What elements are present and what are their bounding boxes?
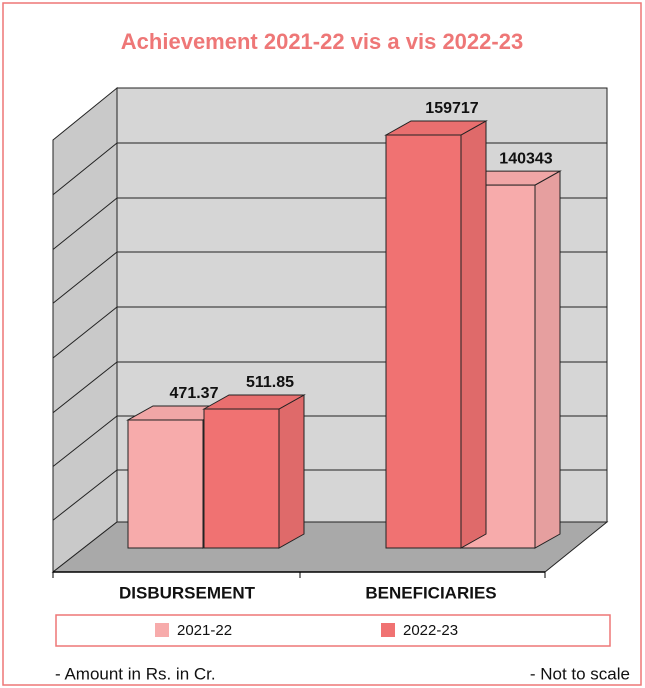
grid-line [52, 142, 118, 196]
grid-line [52, 469, 118, 521]
x-tick-label: DISBURSEMENT [119, 583, 256, 602]
footnote: - Amount in Rs. in Cr. [55, 664, 216, 683]
x-tick-label: BENEFICIARIES [365, 583, 496, 602]
legend-swatch [381, 623, 395, 637]
grid-line [52, 361, 118, 414]
chart-title: Achievement 2021-22 vis a vis 2022-23 [121, 29, 523, 54]
legend-label: 2021-22 [177, 622, 232, 639]
grid-line [52, 251, 118, 304]
bar-front [385, 134, 462, 549]
bar [202, 394, 306, 549]
legend [55, 614, 611, 647]
bar-side [460, 120, 487, 549]
data-label: 471.37 [170, 385, 219, 402]
footnote: - Not to scale [530, 664, 630, 683]
bar-side [534, 170, 561, 549]
bar-front [127, 419, 204, 549]
grid-line [52, 306, 118, 359]
bar [384, 120, 488, 549]
bar-side [278, 394, 305, 549]
bar-front [203, 408, 280, 549]
data-label: 140343 [499, 150, 552, 167]
data-label: 159717 [425, 100, 478, 117]
data-label: 511.85 [246, 374, 294, 391]
legend-label: 2022-23 [403, 622, 458, 639]
grid-line [52, 415, 118, 467]
legend-swatch [155, 623, 169, 637]
grid-line [52, 197, 118, 250]
